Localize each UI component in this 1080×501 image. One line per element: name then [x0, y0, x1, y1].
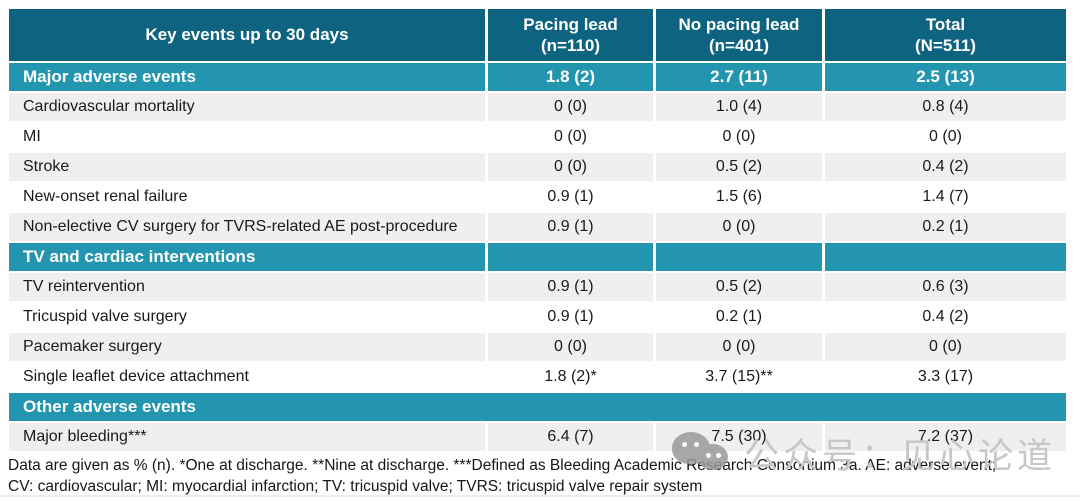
row-value: 0.4 (2) — [825, 303, 1066, 331]
section-row-label: Other adverse events — [9, 393, 1066, 421]
row-label: Non-elective CV surgery for TVRS-related… — [9, 213, 485, 241]
row-value: 0 (0) — [488, 123, 653, 151]
row-value: 1.0 (4) — [656, 93, 822, 121]
key-events-table: Key events up to 30 days Pacing lead (n=… — [9, 9, 1068, 451]
row-value: 0.9 (1) — [488, 273, 653, 301]
row-value: 0.2 (1) — [656, 303, 822, 331]
section-row-label: Major adverse events — [9, 63, 485, 91]
header-pacing-lead: Pacing lead (n=110) — [488, 9, 653, 61]
row-label: Single leaflet device attachment — [9, 363, 485, 391]
row-label: TV reintervention — [9, 273, 485, 301]
section-row-value: 2.5 (13) — [825, 63, 1066, 91]
row-value: 0.5 (2) — [656, 153, 822, 181]
section-row-value — [825, 243, 1066, 271]
row-value: 0 (0) — [488, 153, 653, 181]
row-value: 1.5 (6) — [656, 183, 822, 211]
row-value: 3.3 (17) — [825, 363, 1066, 391]
row-value: 1.8 (2)* — [488, 363, 653, 391]
section-row-value: 1.8 (2) — [488, 63, 653, 91]
section-row-value — [488, 243, 653, 271]
section-row-value — [656, 243, 822, 271]
row-label: New-onset renal failure — [9, 183, 485, 211]
row-label: Major bleeding*** — [9, 423, 485, 451]
row-value: 0 (0) — [656, 213, 822, 241]
row-value: 0 (0) — [656, 123, 822, 151]
row-value: 0 (0) — [825, 123, 1066, 151]
row-label: Stroke — [9, 153, 485, 181]
bottom-divider — [0, 495, 1080, 497]
row-label: Cardiovascular mortality — [9, 93, 485, 121]
row-value: 0.9 (1) — [488, 303, 653, 331]
row-value: 0 (0) — [656, 333, 822, 361]
row-value: 0 (0) — [488, 333, 653, 361]
row-value: 0.5 (2) — [656, 273, 822, 301]
header-total: Total (N=511) — [825, 9, 1066, 61]
row-value: 0.9 (1) — [488, 213, 653, 241]
row-value: 0.4 (2) — [825, 153, 1066, 181]
footnote: Data are given as % (n). *One at dischar… — [8, 455, 1072, 497]
row-value: 0.8 (4) — [825, 93, 1066, 121]
row-label: Pacemaker surgery — [9, 333, 485, 361]
row-value: 0.6 (3) — [825, 273, 1066, 301]
row-value: 7.2 (37) — [825, 423, 1066, 451]
row-value: 1.4 (7) — [825, 183, 1066, 211]
header-no-pacing-lead: No pacing lead (n=401) — [656, 9, 822, 61]
row-value: 7.5 (30) — [656, 423, 822, 451]
section-row-value: 2.7 (11) — [656, 63, 822, 91]
section-row-label: TV and cardiac interventions — [9, 243, 485, 271]
footnote-line-1: Data are given as % (n). *One at dischar… — [8, 457, 997, 474]
row-value: 6.4 (7) — [488, 423, 653, 451]
row-label: MI — [9, 123, 485, 151]
row-value: 0.2 (1) — [825, 213, 1066, 241]
row-value: 0 (0) — [488, 93, 653, 121]
header-key-events: Key events up to 30 days — [9, 9, 485, 61]
row-value: 0 (0) — [825, 333, 1066, 361]
row-value: 3.7 (15)** — [656, 363, 822, 391]
row-label: Tricuspid valve surgery — [9, 303, 485, 331]
footnote-line-2: CV: cardiovascular; MI: myocardial infar… — [8, 478, 703, 495]
row-value: 0.9 (1) — [488, 183, 653, 211]
